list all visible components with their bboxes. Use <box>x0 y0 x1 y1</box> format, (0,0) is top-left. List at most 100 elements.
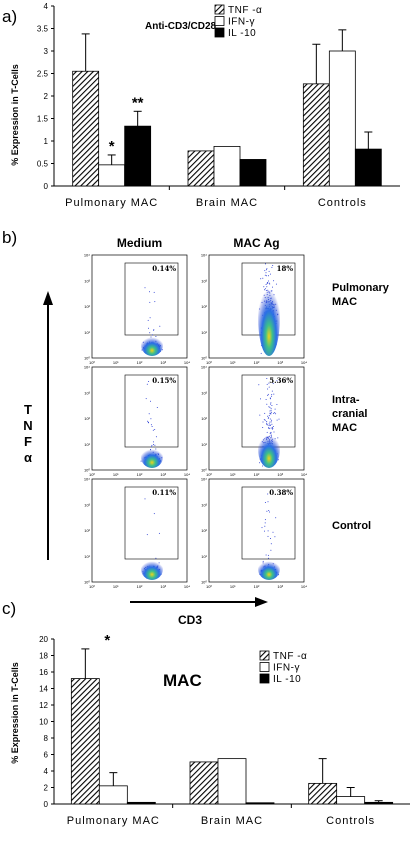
event-dot <box>271 405 273 406</box>
event-dot <box>150 424 152 426</box>
bar-0-2 <box>124 125 152 187</box>
event-dot <box>272 383 274 384</box>
density-core <box>141 334 163 356</box>
event-dot <box>267 393 269 395</box>
plot-frame <box>91 254 188 359</box>
event-dot <box>270 538 271 539</box>
event-dot <box>147 422 149 424</box>
chart-a-title: Anti-CD3/CD28 <box>145 21 217 32</box>
legend-label: TNF -α <box>273 651 307 662</box>
row-label: cranial <box>332 408 367 420</box>
plot-x-tick: 10⁴ <box>184 360 190 365</box>
plot-y-tick: 10⁴ <box>201 365 207 370</box>
event-dot <box>266 421 268 422</box>
plot-y-tick: 10⁴ <box>201 253 207 258</box>
event-dot <box>144 287 146 289</box>
legend-label: IL -10 <box>228 28 256 39</box>
event-dot <box>152 429 154 431</box>
bar-1-0 <box>187 150 215 187</box>
legend-swatch <box>214 4 225 15</box>
event-dot <box>266 378 268 379</box>
plot-frame <box>208 478 305 583</box>
legend-swatch <box>214 16 225 26</box>
event-dot <box>264 519 266 521</box>
event-dot <box>268 423 270 425</box>
plot-y-tick: 10¹ <box>84 554 90 559</box>
x-arrow-head <box>255 597 268 607</box>
x-axis-label: CD3 <box>178 613 202 627</box>
plot-y-tick: 10² <box>201 304 207 309</box>
legend-swatch <box>214 27 225 38</box>
event-dot <box>150 418 152 420</box>
event-dot <box>267 493 269 495</box>
plot-x-tick: 10⁴ <box>301 360 307 365</box>
event-dot <box>273 393 275 395</box>
event-dot <box>269 511 270 513</box>
event-dot <box>259 462 261 464</box>
y-tick-label: 3.5 <box>37 25 49 34</box>
plot-x-tick: 10² <box>137 584 143 589</box>
event-dot <box>267 554 269 556</box>
bar-2-0 <box>308 782 338 805</box>
plot-x-tick: 10³ <box>160 472 166 477</box>
gate-percentage: 0.38% <box>269 488 293 497</box>
category-label: Pulmonary MAC <box>67 815 160 827</box>
event-dot <box>272 265 274 266</box>
event-dot <box>144 498 146 500</box>
event-dot <box>146 383 148 385</box>
column-header: Medium <box>117 236 162 250</box>
legend-label: IFN-γ <box>273 663 300 674</box>
event-dot <box>271 395 273 397</box>
event-dot <box>268 417 270 419</box>
plot-y-tick: 10⁴ <box>84 253 90 258</box>
event-dot <box>150 400 151 402</box>
event-dot <box>274 536 276 538</box>
bar-2-2 <box>354 148 382 187</box>
event-dot <box>268 386 270 388</box>
event-dot <box>258 384 260 386</box>
plot-y-tick: 10¹ <box>84 442 90 447</box>
event-dot <box>148 327 149 329</box>
y-tick-label: 16 <box>39 668 48 677</box>
event-dot <box>270 549 272 551</box>
event-dot <box>269 421 271 423</box>
event-dot <box>276 380 278 382</box>
event-dot <box>266 403 268 405</box>
event-dot <box>274 412 276 414</box>
plot-y-tick: 10¹ <box>84 330 90 335</box>
event-dot <box>266 383 268 385</box>
y-tick-label: 0 <box>44 800 49 809</box>
plot-x-tick: 10² <box>254 472 260 477</box>
y-tick-label: 8 <box>44 734 49 743</box>
plot-x-tick: 10² <box>254 584 260 589</box>
event-dot <box>264 530 265 532</box>
event-dot <box>267 388 269 390</box>
event-dot <box>269 397 271 399</box>
y-arrow-head <box>43 291 53 305</box>
plot-y-tick: 10³ <box>201 390 207 395</box>
event-dot <box>266 269 267 271</box>
plot-y-tick: 10² <box>84 528 90 533</box>
plot-x-tick: 10¹ <box>230 472 236 477</box>
event-dot <box>260 352 262 354</box>
y-tick-label: 4 <box>44 767 49 776</box>
plot-y-tick: 10⁴ <box>84 477 90 482</box>
event-dot <box>267 501 269 503</box>
plot-y-tick: 10⁴ <box>201 477 207 482</box>
event-dot <box>270 403 272 405</box>
event-dot <box>266 275 268 277</box>
event-dot <box>266 510 268 512</box>
event-dot <box>276 419 278 421</box>
gate-percentage: 5.36% <box>269 376 293 385</box>
event-dot <box>266 268 268 270</box>
y-tick-label: 6 <box>44 751 49 760</box>
y-tick-label: 2 <box>44 92 49 101</box>
y-tick-label: 4 <box>44 2 49 11</box>
event-dot <box>268 382 270 384</box>
event-dot <box>266 423 268 425</box>
plot-frame <box>91 366 188 471</box>
event-dot <box>149 317 151 319</box>
